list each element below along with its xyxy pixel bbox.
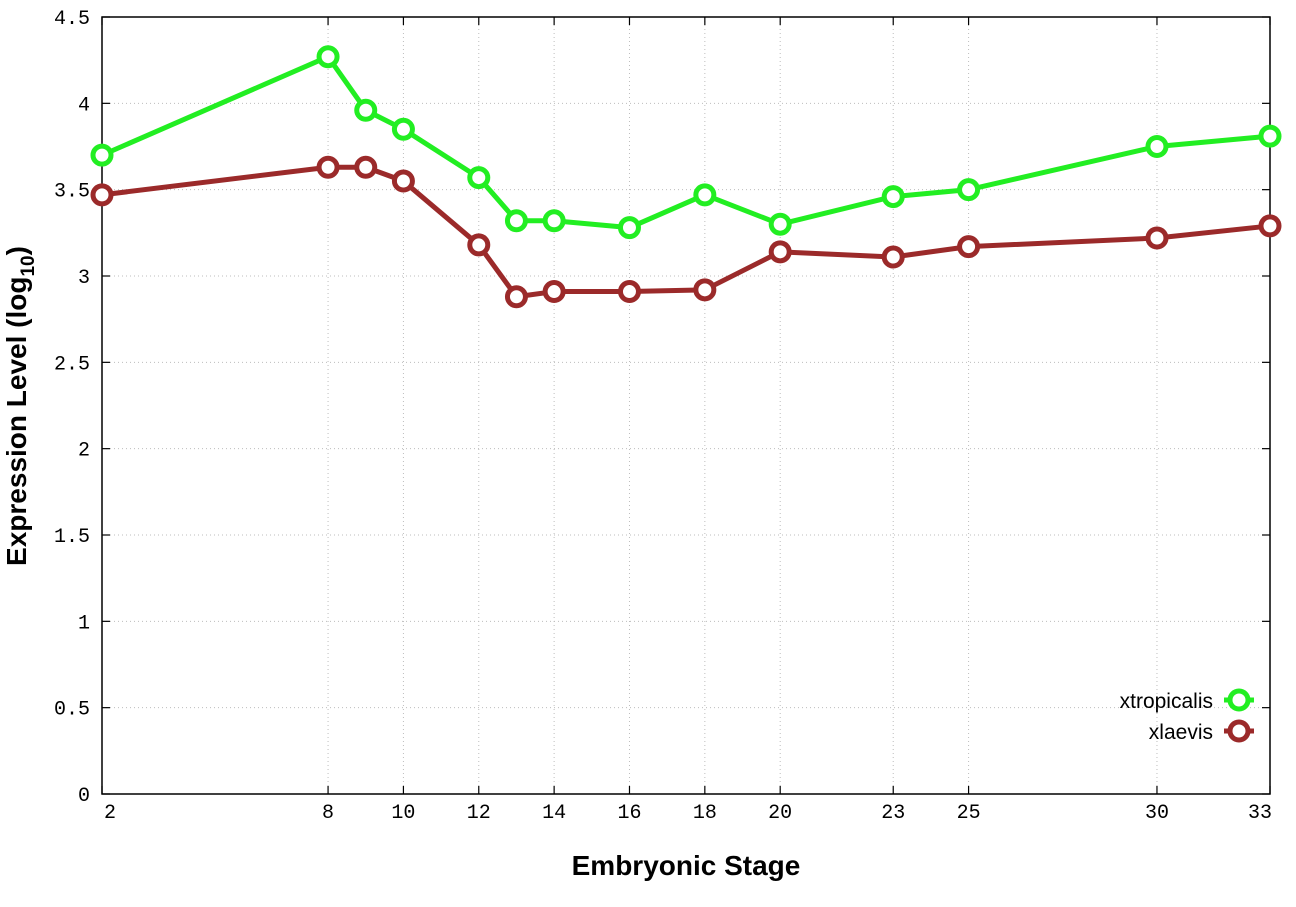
- y-tick-label: 0.5: [54, 699, 90, 722]
- x-tick-label: 33: [1248, 802, 1272, 825]
- y-tick-label: 0: [78, 785, 90, 808]
- legend-label-xtropicalis: xtropicalis: [1120, 690, 1213, 713]
- x-tick-label: 20: [768, 802, 792, 825]
- grid-lines: [102, 17, 1270, 794]
- data-point-xtropicalis: [316, 45, 340, 69]
- x-tick-label: 8: [322, 802, 334, 825]
- y-tick-label: 2: [78, 440, 90, 463]
- x-tick-label: 2: [104, 802, 116, 825]
- data-point-xtropicalis: [90, 143, 114, 167]
- y-tick-label: 2.5: [54, 353, 90, 376]
- data-point-xlaevis: [1258, 214, 1282, 238]
- data-point-xtropicalis: [881, 185, 905, 209]
- x-tick-label: 23: [881, 802, 905, 825]
- legend-marker-xlaevis: [1227, 719, 1251, 743]
- data-point-xlaevis: [881, 245, 905, 269]
- data-point-xlaevis: [316, 155, 340, 179]
- data-point-xtropicalis: [1258, 124, 1282, 148]
- data-point-xlaevis: [957, 235, 981, 259]
- y-tick-label: 4: [78, 94, 90, 117]
- series-layer: [90, 45, 1282, 309]
- series-line-xlaevis: [101, 164, 1271, 300]
- y-tick-label: 1.5: [54, 526, 90, 549]
- y-axis-title: Expression Level (log10): [1, 246, 39, 566]
- series-xtropicalis: [90, 45, 1282, 240]
- data-point-xtropicalis: [1145, 135, 1169, 158]
- legend-label-xlaevis: xlaevis: [1149, 721, 1213, 744]
- legend: xtropicalis xlaevis: [1120, 688, 1254, 744]
- series-xlaevis: [90, 155, 1282, 309]
- x-tick-label: 12: [467, 802, 491, 825]
- data-point-xlaevis: [617, 280, 641, 304]
- x-tick-label: 16: [617, 802, 641, 825]
- data-point-xlaevis: [391, 169, 415, 193]
- data-point-xtropicalis: [617, 216, 641, 240]
- y-axis-title-subscript: 10: [18, 255, 39, 276]
- y-tick-label: 1: [78, 612, 90, 635]
- x-axis-tick-labels: 2 8 10 12 14 16 18 20 23 25 30 33: [104, 802, 1272, 825]
- axis-ticks: [101, 16, 1271, 795]
- data-point-xtropicalis: [391, 117, 415, 141]
- y-tick-label: 4.5: [54, 8, 90, 31]
- data-point-xtropicalis: [768, 212, 792, 236]
- x-tick-label: 30: [1145, 802, 1169, 825]
- data-point-xtropicalis: [354, 98, 378, 122]
- y-axis-tick-labels: 0 0.5 1 1.5 2 2.5 3 3.5 4 4.5: [54, 8, 90, 808]
- data-point-xlaevis: [768, 240, 792, 264]
- data-point-xlaevis: [467, 233, 491, 257]
- series-line-xtropicalis: [101, 54, 1271, 231]
- data-point-xtropicalis: [957, 178, 981, 202]
- data-point-xtropicalis: [542, 209, 566, 233]
- y-tick-label: 3.5: [54, 181, 90, 204]
- data-point-xlaevis: [504, 285, 528, 309]
- data-point-xlaevis: [542, 280, 566, 304]
- x-tick-label: 18: [693, 802, 717, 825]
- data-point-xlaevis: [354, 155, 378, 179]
- data-point-xtropicalis: [504, 209, 528, 233]
- x-tick-label: 14: [542, 802, 566, 825]
- data-point-xlaevis: [693, 278, 717, 302]
- legend-marker-xtropicalis: [1227, 688, 1251, 712]
- data-point-xtropicalis: [693, 183, 717, 207]
- x-tick-label: 25: [957, 802, 981, 825]
- y-tick-label: 3: [78, 267, 90, 290]
- data-point-xtropicalis: [467, 166, 491, 190]
- plot-frame: [101, 16, 1271, 795]
- y-axis-title-end: ): [1, 246, 32, 255]
- data-point-xlaevis: [90, 183, 114, 207]
- x-tick-label: 10: [391, 802, 415, 825]
- x-axis-title: Embryonic Stage: [572, 850, 801, 881]
- y-axis-title-main: Expression Level (log: [1, 277, 32, 566]
- data-point-xlaevis: [1145, 226, 1169, 250]
